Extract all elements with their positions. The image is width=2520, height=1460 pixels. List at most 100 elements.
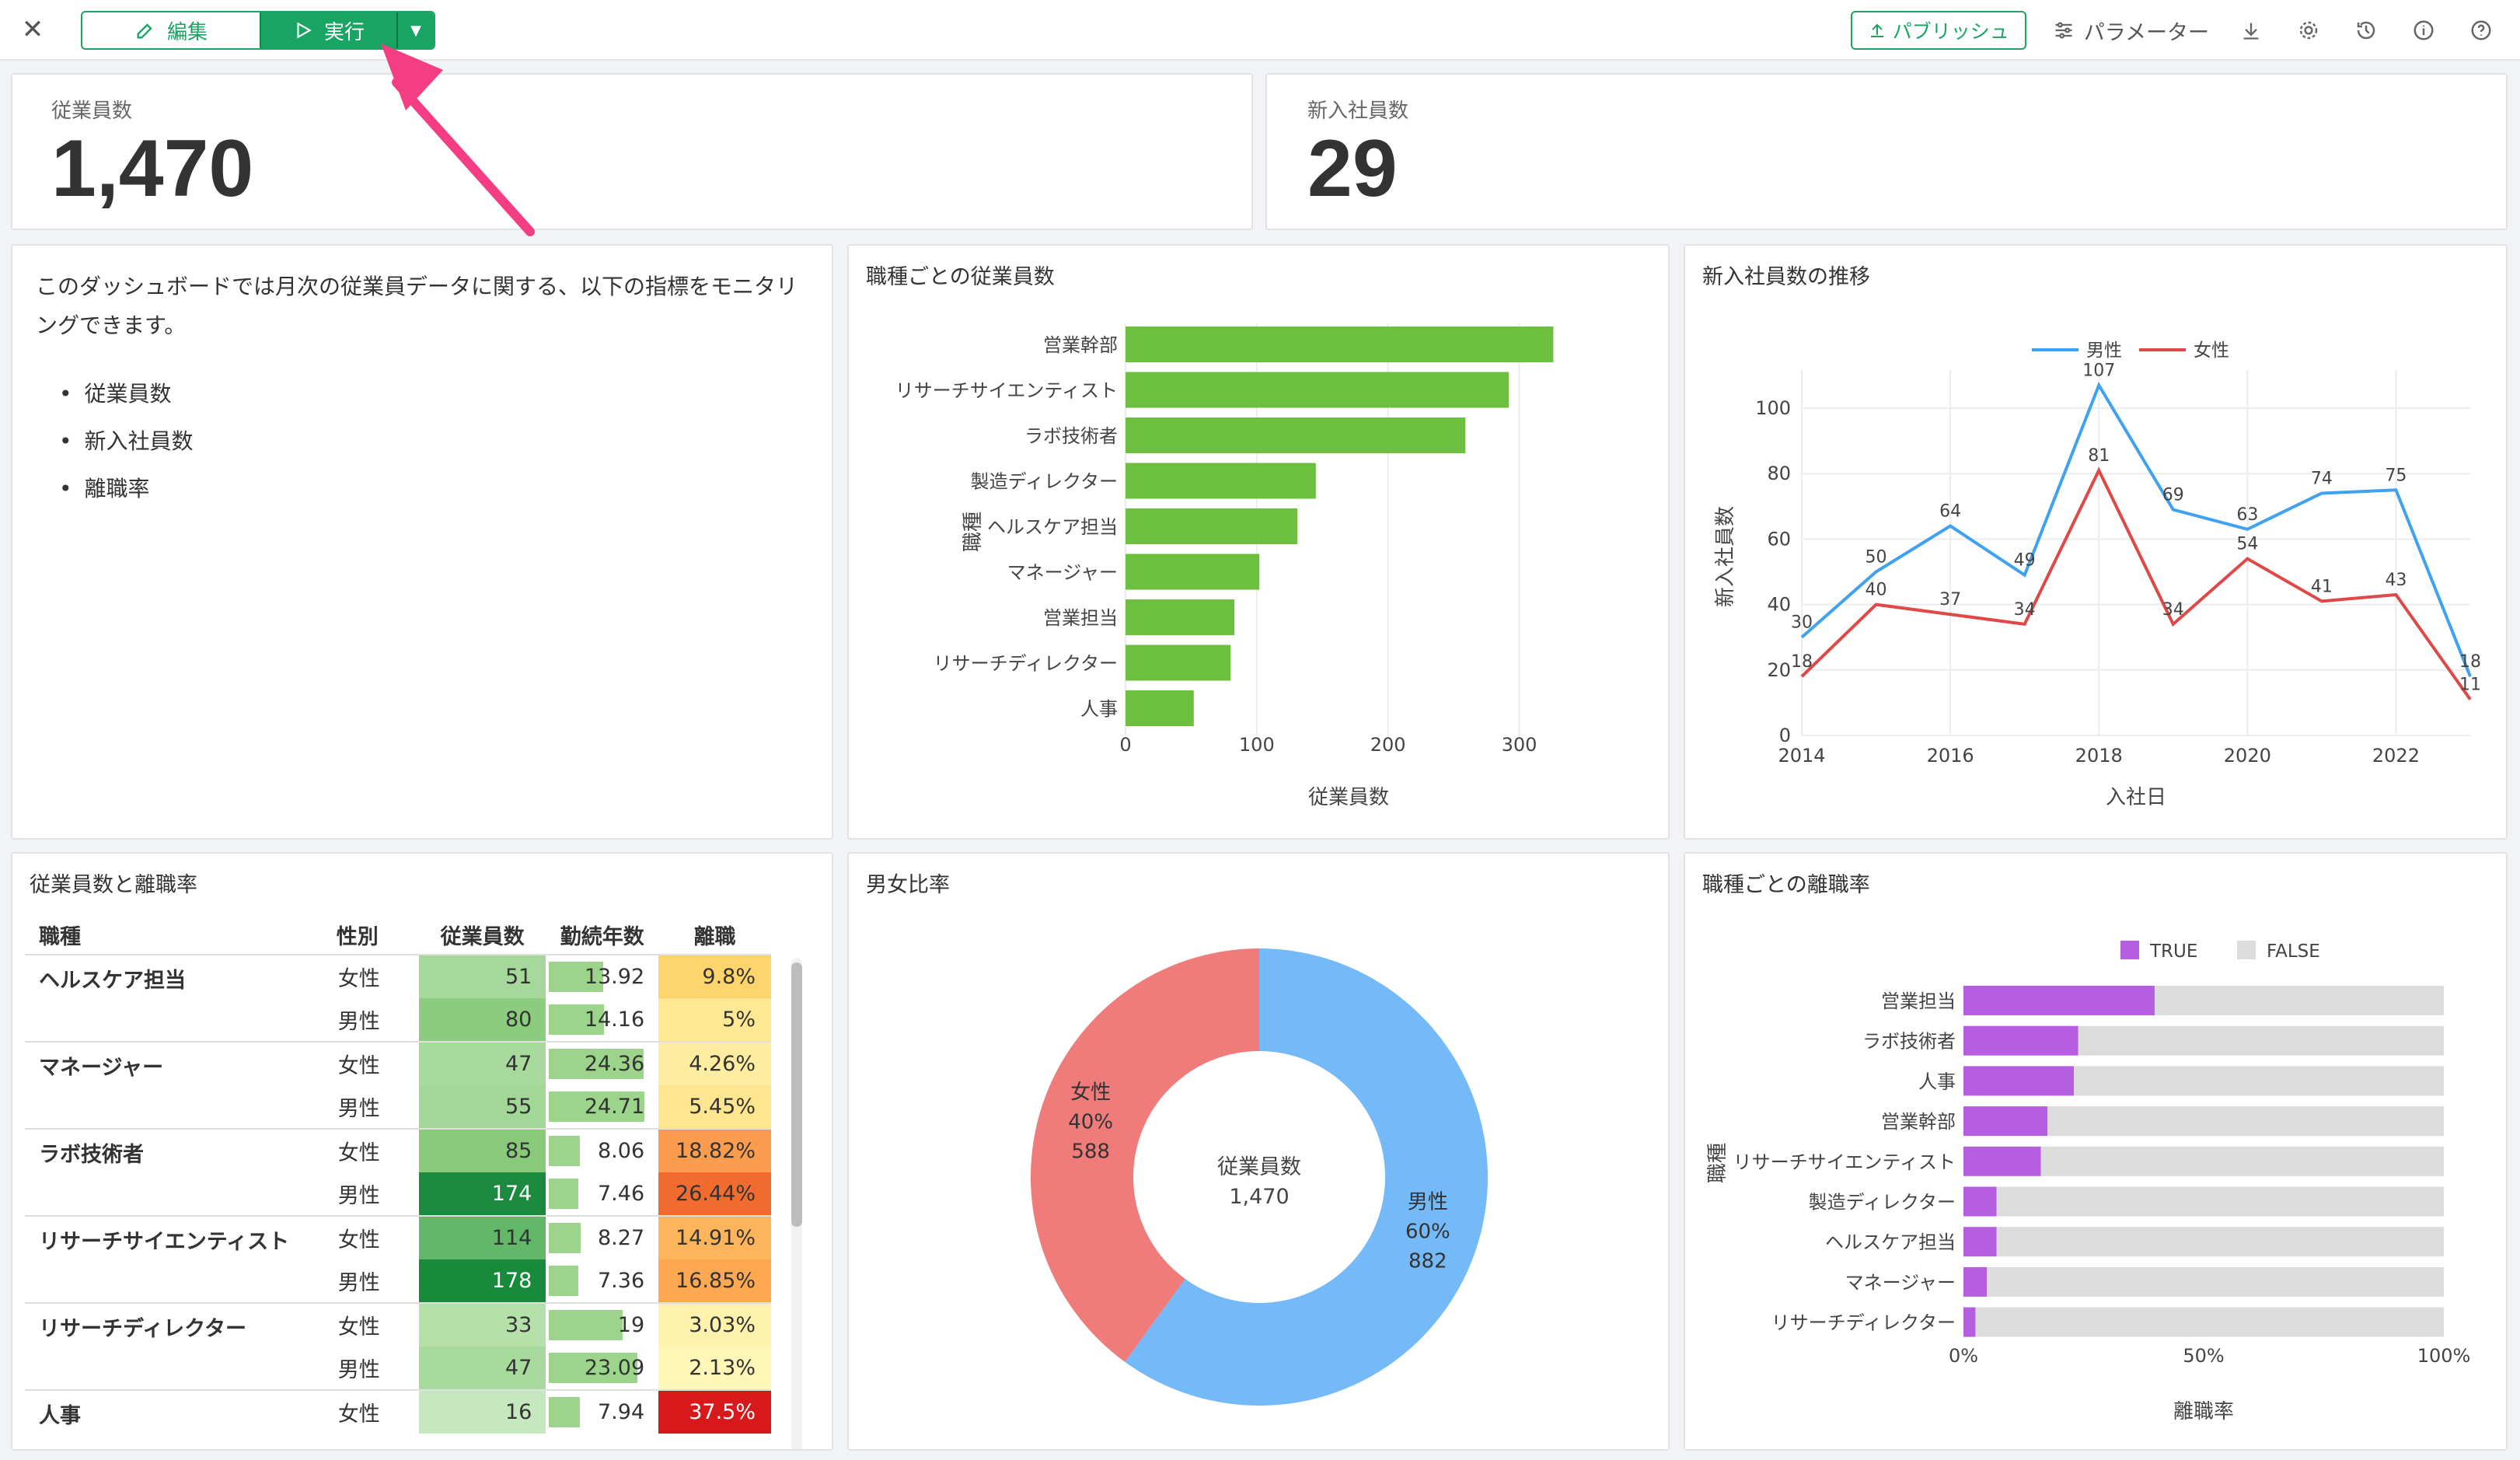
top-toolbar: ✕ 編集 実行 ▼ パブリッシュ パラメーター [0,0,2520,61]
years-bar [549,1397,580,1427]
publish-button[interactable]: パブリッシュ [1850,11,2026,50]
table-cell-sex: 男性 [322,1172,419,1216]
gear-icon[interactable] [2293,15,2324,46]
years-value: 19 [617,1313,645,1337]
years-value: 14.16 [584,1008,645,1032]
x-axis-label: 従業員数 [1308,786,1389,809]
column-header[interactable]: 勤続年数 [560,925,644,949]
data-label: 11 [2459,676,2481,695]
table-cell-count: 51 [418,954,546,998]
years-bar [549,1353,638,1383]
y-tick-label: 営業担当 [1043,607,1118,629]
card-title: 従業員数と離職率 [30,873,197,897]
years-value: 7.36 [598,1269,645,1293]
bar [1126,644,1231,681]
bar-segment [1963,1146,2041,1176]
run-button[interactable]: 実行 [260,12,396,48]
bar-segment [2154,986,2444,1015]
pencil-icon [137,23,152,39]
table-cell-job [25,1346,323,1390]
table-cell-sex: 女性 [322,1302,419,1346]
parameter-button[interactable]: パラメーター [2053,16,2209,46]
history-icon[interactable] [2351,15,2382,46]
y-tick-label: ラボ技術者 [1024,425,1118,447]
years-bar [549,1179,578,1209]
close-icon[interactable]: ✕ [21,14,44,45]
column-header[interactable]: 性別 [336,925,379,949]
y-tick-label: 人事 [1080,698,1118,720]
help-icon[interactable] [2466,15,2497,46]
attrition-chart-card: 職種ごとの離職率 営業担当 ラボ技術者 人事 営業幹部 リサーチサイエンティスト 製造ディ… [1684,852,2508,1451]
edit-button[interactable]: 編集 [82,12,260,48]
table-row: ラボ技術者 女性 85 8.06 18.82% [25,1128,771,1172]
table-cell-job: ヘルスケア担当 [25,954,323,998]
table-cell-count: 33 [418,1302,546,1346]
table-cell-rate: 37.5% [658,1389,771,1434]
data-label: 54 [2236,535,2258,554]
table-cell-count: 178 [418,1259,546,1303]
scrollbar-thumb[interactable] [791,962,802,1227]
info-icon[interactable] [2408,15,2439,46]
column-header[interactable]: 職種 [39,925,81,949]
x-axis-label: 入社日 [2106,786,2166,809]
caret-down-icon: ▼ [410,22,421,39]
y-tick-label: 60 [1767,528,1791,550]
table-cell-rate: 3.03% [658,1302,771,1346]
column-header[interactable]: 従業員数 [440,925,525,949]
bar [1126,599,1235,635]
bar-segment [2040,1146,2444,1176]
run-dropdown-button[interactable]: ▼ [396,12,434,48]
y-tick-label: 営業幹部 [1881,1111,1956,1133]
table-cell-job: 人事 [25,1389,323,1434]
series-line [1800,466,2472,700]
y-tick-label: 0 [1779,725,1791,746]
description-list: 従業員数 新入社員数 離職率 [59,370,194,512]
bar-segment [1963,1266,1988,1297]
y-tick-label: ラボ技術者 [1862,1031,1956,1053]
table-cell-years: 24.36 [546,1041,659,1085]
table-cell-rate: 18.82% [658,1128,771,1172]
table-cell-count: 55 [418,1085,546,1129]
jobs-bar-chart: 0 100 200 300 営業幹部リサーチサイエンティストラボ技術者製造ディレクターヘ… [895,323,1554,809]
bar-segment [1963,1025,2078,1056]
table-cell-sex: 女性 [322,1215,419,1259]
data-label: 43 [2385,571,2407,590]
table-cell-sex: 男性 [322,1259,419,1303]
slice-label: 男性 [1408,1190,1448,1214]
table-cell-years: 7.94 [546,1389,659,1434]
years-value: 13.92 [584,965,645,989]
years-bar [549,1004,604,1035]
table-cell-rate: 5% [658,998,771,1042]
edit-button-label: 編集 [166,20,208,44]
data-label: 69 [2162,486,2184,505]
y-tick-label: 製造ディレクター [971,471,1118,493]
table-cell-job [25,998,323,1042]
data-label: 49 [2014,551,2036,571]
kpi-card-employees: 従業員数 1,470 [11,73,1253,230]
column-header[interactable]: 離職 [693,925,736,949]
hires-chart-card: 新入社員数の推移 2014 2016 2018 2020 2022 0 20 40 60 80 10… [1684,244,2508,840]
gender-donut-chart: 男性 60% 882 女性 40% 588 従業員数 1,470 [1031,948,1488,1406]
table-cell-sex: 女性 [322,1041,419,1085]
table-cell-years: 13.92 [546,954,659,998]
years-value: 8.06 [598,1139,645,1163]
years-bar [549,1310,623,1340]
slice-percent: 40% [1068,1111,1113,1134]
bar-segment [2074,1066,2444,1096]
arrow-head [381,44,443,110]
data-label: 81 [2088,446,2110,466]
data-label: 34 [2162,600,2184,620]
card-title: 新入社員数の推移 [1702,265,1870,289]
legend-label: 女性 [2194,341,2229,361]
y-tick-label: リサーチサイエンティスト [1733,1151,1956,1173]
table-cell-rate: 16.85% [658,1259,771,1303]
table-cell-sex: 男性 [322,998,419,1042]
sliders-icon [2055,22,2072,39]
table-cell-years: 8.27 [546,1215,659,1259]
legend-label: 男性 [2086,341,2122,361]
donut-center-value: 1,470 [1229,1185,1289,1209]
download-icon[interactable] [2236,15,2267,46]
list-item: 離職率 [59,465,194,512]
y-tick-label: 人事 [1918,1071,1956,1092]
edit-run-button-group: 編集 実行 ▼ [81,11,435,50]
